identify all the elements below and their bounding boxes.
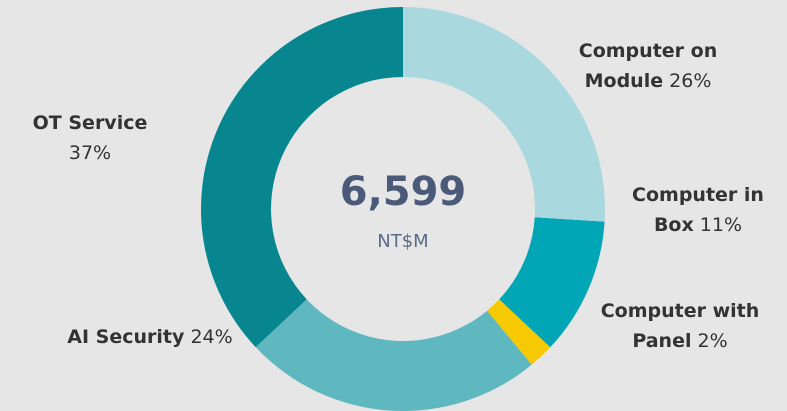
segment-label: Computer in Box 11% [612, 180, 784, 241]
segment-label: OT Service 37% [10, 108, 170, 169]
donut-segment [201, 7, 403, 348]
donut-segment [403, 7, 605, 222]
value-label: 11% [699, 214, 743, 237]
value-label: 24% [190, 326, 233, 348]
segment-label: Computer with Panel 2% [582, 296, 778, 357]
value-label: 2% [697, 330, 728, 353]
segment-label: AI Security 24% [60, 322, 240, 352]
donut-segment [487, 299, 551, 365]
value-label: 37% [68, 142, 112, 165]
category-name: Computer in Box [632, 184, 764, 237]
center-value: 6,599 [340, 169, 467, 215]
donut-segment [499, 217, 605, 348]
category-name: AI Security [67, 326, 185, 348]
segment-label: Computer on Module 26% [558, 36, 738, 97]
category-name: Computer on Module [578, 40, 718, 93]
center-unit: NT$M [377, 231, 428, 252]
value-label: 26% [669, 70, 712, 93]
category-name: OT Service [32, 112, 148, 134]
category-name: Computer with Panel [600, 300, 760, 353]
donut-segment [255, 299, 532, 411]
